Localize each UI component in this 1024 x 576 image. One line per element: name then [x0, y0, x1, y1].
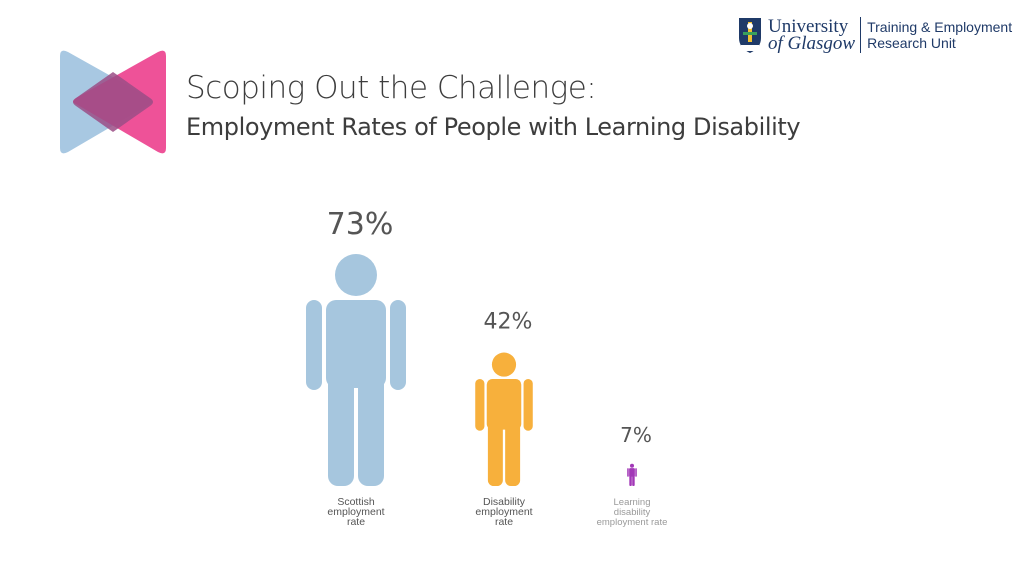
research-unit-name: Training & Employment Research Unit — [867, 19, 1012, 51]
data-label-1: 73% — [327, 207, 394, 242]
category-label-2: Disability employment rate — [475, 496, 532, 528]
category-label-line: employment — [327, 506, 384, 518]
research-unit-line2: Research Unit — [867, 35, 956, 51]
person-left-arm — [475, 378, 485, 431]
person-right-arm — [390, 300, 406, 390]
person-head — [335, 254, 377, 296]
presentation-logo-icon — [60, 50, 166, 154]
person-torso — [326, 300, 386, 388]
logo-divider — [860, 17, 862, 53]
chart-bar-person-1 — [306, 254, 406, 486]
university-name-line1: University — [768, 16, 849, 37]
page-title: Scoping Out the Challenge: — [186, 70, 597, 106]
category-label-line: employment rate — [597, 517, 668, 528]
person-head — [629, 463, 635, 468]
university-name: University of Glasgow — [768, 16, 856, 54]
category-label-line: Scottish — [337, 496, 375, 508]
category-label-line: Learning — [614, 497, 651, 508]
person-head — [491, 352, 517, 377]
category-label-line: employment — [475, 506, 532, 518]
person-right-leg — [505, 421, 521, 486]
data-label-3: 7% — [620, 423, 652, 447]
person-right-arm — [635, 468, 637, 477]
research-unit-line1: Training & Employment — [867, 19, 1013, 35]
category-label-line: disability — [614, 507, 651, 518]
data-label-2: 42% — [484, 310, 533, 335]
university-crest-icon — [739, 18, 761, 53]
title-block: Scoping Out the Challenge: Employment Ra… — [186, 70, 801, 144]
person-left-arm — [627, 468, 629, 477]
category-label-line: rate — [347, 516, 365, 528]
person-torso — [629, 468, 635, 477]
chart-bar-person-2 — [475, 352, 533, 486]
person-left-arm — [306, 300, 322, 390]
category-label-line: Disability — [483, 496, 526, 508]
category-label-1: Scottish employment rate — [327, 496, 384, 528]
page-subtitle: Employment Rates of People with Learning… — [186, 113, 801, 141]
university-name-line2: of Glasgow — [768, 33, 856, 54]
person-left-leg — [629, 475, 632, 486]
university-logo: University of Glasgow Training & Employm… — [738, 14, 1012, 56]
chart-bar-person-3 — [627, 463, 637, 486]
person-left-leg — [487, 421, 503, 486]
person-right-leg — [632, 475, 635, 486]
person-right-leg — [358, 374, 384, 486]
person-torso — [486, 378, 522, 430]
person-right-arm — [523, 378, 533, 431]
person-left-leg — [328, 374, 354, 486]
category-label-line: rate — [495, 516, 513, 528]
category-label-3: Learning disability employment rate — [597, 497, 668, 528]
